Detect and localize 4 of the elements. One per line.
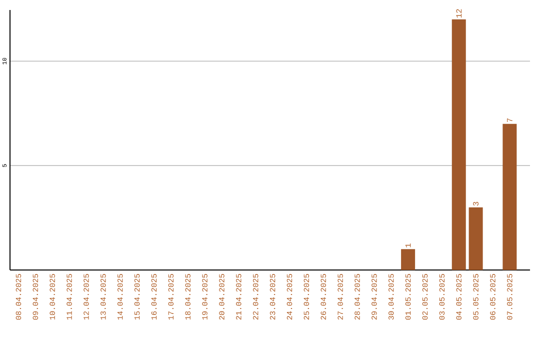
bar	[468, 207, 483, 270]
bar	[502, 124, 517, 270]
bar	[452, 19, 466, 270]
bar	[401, 249, 416, 270]
